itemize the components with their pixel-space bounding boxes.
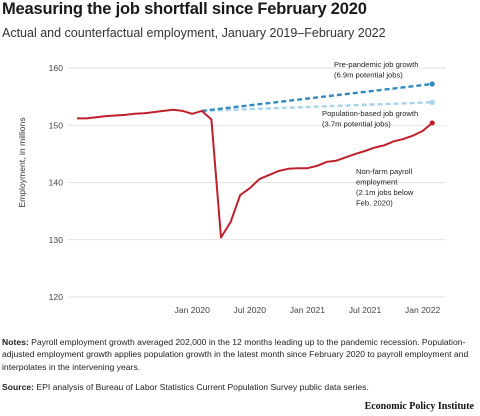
y-tick-label: 140 — [49, 178, 64, 188]
series-line-1 — [201, 82, 433, 113]
x-tick-label: Jan 2020 — [175, 305, 211, 315]
notes-label: Notes: — [2, 337, 29, 347]
y-axis-label: Employment, in millions — [17, 117, 27, 207]
chart-source: Source: EPI analysis of Bureau of Labor … — [2, 381, 476, 393]
series-label-line: Feb. 2020) — [356, 199, 393, 208]
series-label-line: Pre-pandemic job growth — [334, 60, 418, 69]
y-tick-label: 150 — [49, 120, 64, 130]
source-label: Source: — [2, 382, 34, 392]
x-tick-label: Jul 2021 — [349, 305, 382, 315]
series-label-line: (2.1m jobs below — [356, 188, 414, 197]
x-tick-label: Jan 2022 — [405, 305, 441, 315]
epi-logo: Economic Policy Institute — [364, 401, 474, 412]
series-endpoint-2 — [429, 99, 435, 105]
series-label-2: Population-based job growth (3.7m potenti… — [322, 109, 418, 129]
x-tick-label: Jan 2021 — [290, 305, 326, 315]
chart-subtitle: Actual and counterfactual employment, Ja… — [2, 26, 386, 40]
series-label-line: (6.9m potential jobs) — [334, 71, 403, 80]
series-label-0: Non-farm payroll employment(2.1m jobs bel… — [356, 167, 414, 208]
series-endpoint-1 — [429, 81, 435, 87]
line-chart: 120 130 140 150 160 Jan 2020 Jul 2020 Jan 2021 J… — [17, 60, 446, 315]
series-label-line: Non-farm payroll — [356, 167, 412, 176]
series-label-1: Pre-pandemic job growth (6.9m potential j… — [334, 60, 418, 80]
series-label-line: employment — [356, 178, 398, 187]
notes-text: Payroll employment growth averaged 202,0… — [2, 337, 469, 372]
y-tick-label: 160 — [49, 63, 64, 73]
series-endpoint-0 — [429, 120, 435, 126]
series-line-0 — [77, 108, 433, 239]
chart-notes: Notes: Payroll employment growth average… — [2, 336, 476, 373]
y-tick-label: 130 — [49, 235, 64, 245]
series-label-line: (3.7m potential jobs) — [322, 120, 391, 129]
source-text: EPI analysis of Bureau of Labor Statisti… — [34, 382, 369, 392]
x-tick-label: Jul 2020 — [234, 305, 267, 315]
series-label-line: Population-based job growth — [322, 109, 418, 118]
chart-title: Measuring the job shortfall since Februa… — [2, 0, 367, 18]
y-tick-label: 120 — [49, 292, 64, 302]
series-line-2 — [201, 101, 433, 113]
